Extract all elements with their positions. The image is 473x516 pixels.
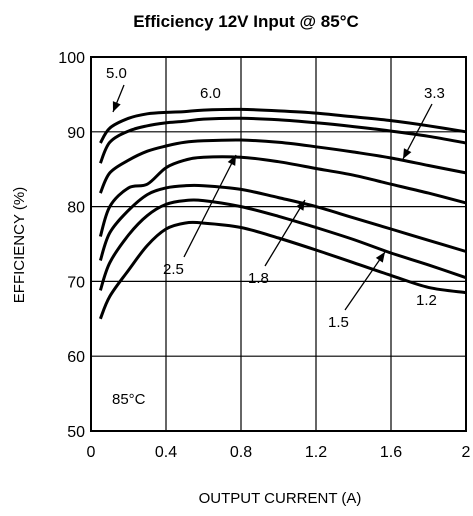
series-label-2-5: 2.5 [163, 261, 184, 278]
series-label-1-5: 1.5 [328, 314, 349, 331]
y-tick-label: 80 [67, 200, 85, 217]
series-labels: 5.0 6.0 3.3 2.5 1.8 1.5 1.2 [106, 65, 445, 331]
series-line-5-0 [99, 107, 467, 144]
x-tick-label: 2 [462, 444, 471, 461]
series-line-3-3 [99, 138, 467, 194]
x-tick-label: 1.6 [380, 444, 402, 461]
series-line-1-2 [99, 220, 467, 320]
x-tick-label: 0 [87, 444, 96, 461]
y-tick-label: 50 [67, 424, 85, 441]
x-tick-label: 0.4 [155, 444, 177, 461]
x-tick-label: 1.2 [305, 444, 327, 461]
temperature-annotation: 85°C [112, 391, 146, 408]
series-line-1-8 [98, 183, 467, 261]
arrowhead-icon [375, 252, 385, 263]
arrowhead-icon [112, 101, 121, 112]
label-pointer-3-3 [402, 103, 433, 160]
arrowhead-icon [403, 148, 412, 159]
series-label-1-8: 1.8 [248, 270, 269, 287]
x-tick-label: 0.8 [230, 444, 252, 461]
series-line-1-5 [98, 198, 467, 291]
series-label-6-0: 6.0 [200, 85, 221, 102]
y-tick-label: 70 [67, 274, 85, 291]
arrowhead-icon [227, 155, 236, 166]
series-label-1-2: 1.2 [416, 292, 437, 309]
series-lines [98, 107, 467, 320]
y-axis-title: EFFICIENCY (%) [11, 187, 28, 303]
series-line-6-0 [99, 116, 467, 164]
chart-title: Efficiency 12V Input @ 85°C [133, 12, 359, 31]
x-axis-title: OUTPUT CURRENT (A) [199, 490, 362, 507]
y-tick-label: 100 [58, 50, 85, 67]
y-tick-label: 90 [67, 125, 85, 142]
tick-labels: 0 0.4 0.8 1.2 1.6 2 50 60 70 80 90 100 [58, 50, 470, 461]
label-pointer-1-8 [264, 199, 306, 267]
series-line-2-5 [98, 155, 467, 237]
arrowhead-icon [296, 200, 305, 211]
series-label-5-0: 5.0 [106, 65, 127, 82]
y-tick-label: 60 [67, 349, 85, 366]
plot-frame [90, 56, 467, 432]
label-pointer-2-5 [183, 154, 237, 258]
label-pointer-1-5 [344, 251, 386, 311]
series-label-3-3: 3.3 [424, 85, 445, 102]
